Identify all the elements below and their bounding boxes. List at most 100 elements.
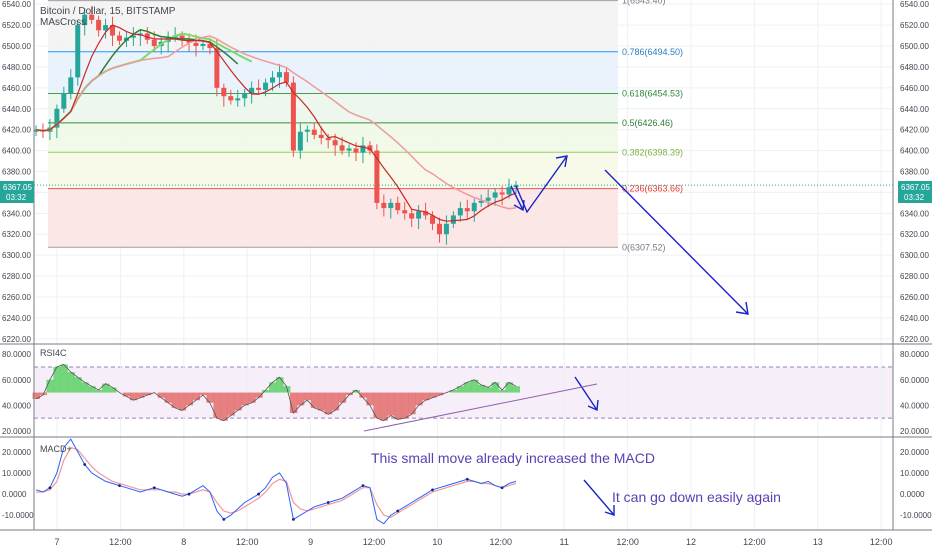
fib-level-label: 0.382(6398.39) [622,147,683,157]
rsi-line [35,363,517,422]
arrow-macd-down[interactable] [583,479,615,516]
macd-y-tick-right: 20.0000 [900,448,929,457]
arrow-down-target[interactable] [604,169,749,315]
rsi-bar [512,386,520,393]
rsi-bar [192,392,200,401]
macd-cross-dot [291,518,295,521]
rsi-bar [81,382,89,393]
arrow-short-down[interactable] [510,185,524,211]
arrow-down-target-head[interactable] [735,301,749,315]
macd-y-tick-left: 10.0000 [2,469,31,478]
rsi-bar [491,382,500,393]
rsi-bar [331,392,340,411]
rsi-bar [498,390,507,393]
macd-cross-dot [257,492,261,496]
arrow-up-move-head[interactable] [555,155,568,168]
rsi-bar [303,392,312,401]
arrow-macd-down-head[interactable] [604,505,615,516]
candle-body [374,150,380,203]
y-tick-label-right: 6380.00 [900,168,929,177]
candle-body [151,39,157,47]
candle-body [436,223,442,235]
y-tick-label-left: 6400.00 [2,147,31,156]
candle-body [457,208,463,216]
rsi-bar [477,384,486,393]
candle-body [311,129,317,135]
rsi-bar [248,392,256,403]
rsi-bar [289,392,298,413]
y-tick-label-left: 6260.00 [2,293,31,302]
y-tick-label-left: 6220.00 [2,335,31,344]
candle-body [75,25,81,78]
rsi-bar [234,392,242,411]
candle-body [471,202,477,212]
macd-cross-dot [118,484,121,488]
y-tick-label-left: 6480.00 [2,63,31,72]
rsi-bar [484,387,493,393]
candle-body [450,215,456,224]
macd-cross-dot [465,477,469,481]
x-tick-label: 12:00 [236,537,259,547]
rsi-bar [449,390,458,393]
candle-body [381,202,387,209]
macd-cross-dot [187,492,191,496]
candle-body [68,77,74,94]
rsi-bar [269,382,277,393]
arrow-rsi-down[interactable] [574,376,598,411]
rsi-bar [60,364,68,393]
candle-body [179,35,185,40]
annotation-down-note: It can go down easily again [612,489,781,505]
rsi-bar [470,379,479,393]
macd-cross-dot [222,518,226,521]
arrow-short-down-head[interactable] [513,199,525,212]
arrow-rsi-down-head[interactable] [587,399,599,412]
candle-body [256,87,262,90]
macd-cross-dot [83,463,87,466]
candle-body [423,211,429,216]
y-tick-label-left: 6520.00 [2,21,31,30]
candle-body [402,210,408,214]
x-tick-label: 8 [181,537,186,547]
rsi-y-tick-left: 60.0000 [2,376,31,385]
drawing-arrows[interactable] [510,155,749,516]
rsi-bar [429,392,437,398]
y-tick-label-right: 6340.00 [900,209,929,218]
y-tick-label-left: 6420.00 [2,126,31,135]
rsi-trendline[interactable] [363,383,598,432]
macd-cross-dot [48,486,52,490]
fib-band [48,122,618,153]
rsi-bar [74,377,82,393]
candle-body [116,35,122,41]
price-badge-left-value: 6367.05 [3,183,32,192]
y-tick-label-right: 6520.00 [900,21,929,30]
candle-body [485,197,491,201]
macd-y-tick-right: -10.0000 [900,511,932,520]
rsi-y-tick-left: 40.0000 [2,401,31,410]
price-badge-right-value: 6367.05 [901,183,930,192]
arrow-up-move[interactable] [515,155,568,214]
rsi-y-tick-right: 40.0000 [900,401,929,410]
x-tick-label: 12:00 [490,537,513,547]
candle-body [249,87,255,94]
candle-body [478,200,484,203]
candle-body [464,208,470,212]
price-badge-right [898,181,932,203]
candle-body [499,192,505,195]
candle-body [430,215,436,224]
candle-body [492,192,498,198]
rsi-bar [241,392,249,406]
fib-band [48,188,618,248]
macd-cross-dot [431,488,434,492]
fib-band [48,51,618,94]
rsi-bar [282,386,291,393]
candle-body [409,213,415,219]
candle-body [506,187,512,195]
y-tick-label-left: 6240.00 [2,314,31,323]
x-tick-label: 9 [308,537,313,547]
rsi-bar [401,392,409,419]
rsi-bar [32,392,40,399]
candle-body [360,145,366,153]
price-badge-left [0,181,34,203]
x-tick-label: 12:00 [616,537,639,547]
